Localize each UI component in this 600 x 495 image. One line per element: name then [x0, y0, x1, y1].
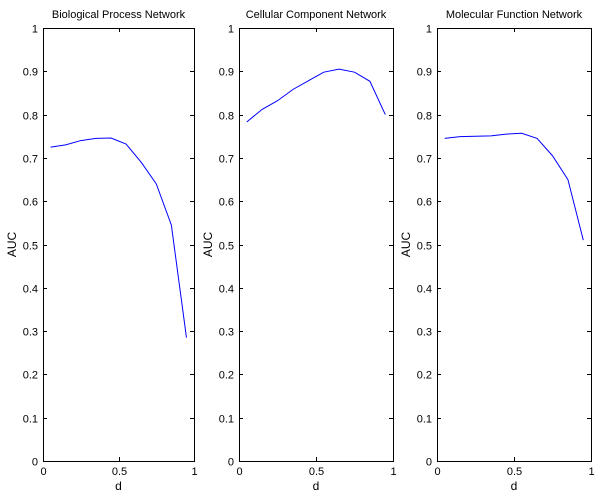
series-line-1 — [50, 137, 187, 338]
y-tick-label: 0.9 — [219, 67, 234, 79]
y-tick-label: 0 — [32, 457, 38, 469]
y-tick-label: 0.3 — [417, 327, 432, 339]
series-line-1 — [246, 68, 386, 123]
y-tick-label: 0.7 — [417, 154, 432, 166]
x-tick-label: 0.5 — [309, 466, 324, 478]
y-tick-label: 1 — [426, 24, 432, 36]
plot-frame — [43, 28, 195, 462]
y-tick-label: 0 — [228, 457, 234, 469]
chart-panel-1: Biological Process Network 0 0.1 0.2 0.3 0.4 0… — [5, 9, 198, 493]
chart-title: Molecular Function Network — [446, 9, 583, 21]
x-axis-label: d — [115, 479, 122, 493]
y-tick-label: 0.9 — [417, 67, 432, 79]
x-tick-label: 1 — [390, 466, 396, 478]
y-tick-label: 0.9 — [23, 67, 38, 79]
x-tick-label: 0 — [40, 466, 46, 478]
y-tick-label: 0.1 — [23, 414, 38, 426]
y-axis-label: AUC — [5, 232, 19, 258]
y-tick-label: 0.7 — [219, 154, 234, 166]
y-tick-label: 1 — [32, 24, 38, 36]
y-tick-label: 0.2 — [219, 370, 234, 382]
y-tick-label: 0.4 — [219, 284, 234, 296]
y-tick-label: 0.8 — [23, 111, 38, 123]
x-tick-label: 1 — [191, 466, 197, 478]
y-tick-label: 0.3 — [23, 327, 38, 339]
chart-panel-2: Cellular Component Network 0 0.1 0.2 0.3 0.4 0… — [201, 9, 397, 493]
y-tick-label: 0.2 — [23, 370, 38, 382]
x-tick-label: 0.5 — [112, 466, 127, 478]
y-tick-label: 0.3 — [219, 327, 234, 339]
y-tick-label: 0.8 — [417, 111, 432, 123]
y-tick-label: 0.6 — [219, 197, 234, 209]
y-tick-label: 0.6 — [23, 197, 38, 209]
chart-panel-3: Molecular Function Network 0 0.1 0.2 0.3 0.4 0… — [399, 9, 595, 493]
y-tick-label: 0.6 — [417, 197, 432, 209]
y-tick-label: 0.7 — [23, 154, 38, 166]
y-axis-label: AUC — [399, 232, 413, 258]
x-tick-label: 0.5 — [507, 466, 522, 478]
y-tick-label: 0 — [426, 457, 432, 469]
chart-title: Cellular Component Network — [246, 9, 387, 21]
x-tick-label: 1 — [588, 466, 594, 478]
y-tick-label: 0.1 — [219, 414, 234, 426]
y-tick-label: 0.2 — [417, 370, 432, 382]
x-tick-label: 0 — [434, 466, 440, 478]
y-tick-label: 0.5 — [417, 241, 432, 253]
series-line-1 — [444, 132, 584, 241]
y-tick-label: 0.8 — [219, 111, 234, 123]
chart-title: Biological Process Network — [52, 9, 186, 21]
plot-frame — [239, 28, 394, 462]
x-tick-label: 0 — [236, 466, 242, 478]
y-tick-label: 0.1 — [417, 414, 432, 426]
x-axis-label: d — [511, 479, 518, 493]
y-tick-label: 0.4 — [417, 284, 432, 296]
y-tick-label: 0.5 — [23, 241, 38, 253]
y-tick-label: 0.4 — [23, 284, 38, 296]
y-tick-label: 1 — [228, 24, 234, 36]
x-axis-label: d — [313, 479, 320, 493]
y-tick-label: 0.5 — [219, 241, 234, 253]
y-axis-label: AUC — [201, 232, 215, 258]
plot-frame — [437, 28, 592, 462]
